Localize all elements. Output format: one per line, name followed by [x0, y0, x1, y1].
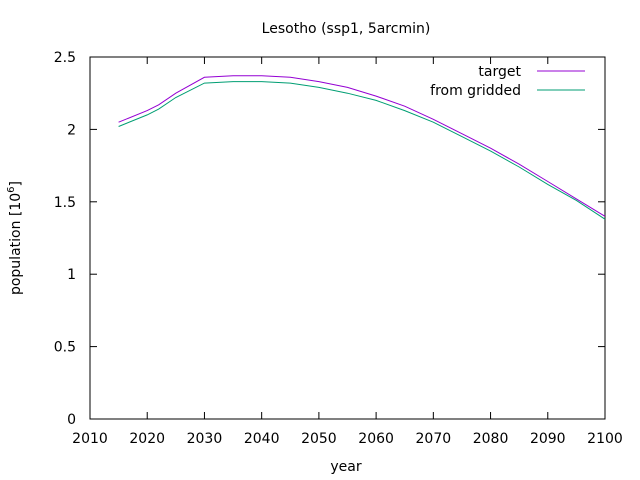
- x-tick-label: 2070: [416, 431, 452, 447]
- x-axis-label: year: [330, 459, 361, 475]
- plot-area: 2010 2020 2030 2040 2050 2060 2070 2080 2090 2100…: [54, 50, 623, 447]
- x-tick-label: 2080: [473, 431, 509, 447]
- series-line-1: [118, 75, 606, 217]
- x-tick-label: 2040: [244, 431, 280, 447]
- x-tick-label: 2090: [530, 431, 566, 447]
- y-tick-label: 1.5: [54, 195, 76, 211]
- y-tick-label: 2.5: [54, 50, 76, 66]
- y-axis-label-close: ]: [8, 181, 24, 186]
- x-tick-label: 2010: [72, 431, 108, 447]
- x-tick-label: 2030: [187, 431, 223, 447]
- y-tick-label: 0: [67, 412, 76, 428]
- legend-label-1: target: [478, 64, 521, 80]
- plot-frame: [89, 56, 606, 420]
- y-axis-label: population [106]: [6, 181, 24, 295]
- x-tick-label: 2050: [301, 431, 337, 447]
- x-tick-label: 2060: [358, 431, 394, 447]
- series-line-2: [118, 81, 606, 220]
- chart-title: Lesotho (ssp1, 5arcmin): [262, 21, 431, 37]
- y-axis-label-text: population [10: [8, 193, 24, 295]
- x-tick-label: 2100: [587, 431, 623, 447]
- x-tick-label: 2020: [129, 431, 165, 447]
- y-tick-label: 1: [67, 267, 76, 283]
- y-axis-label-exponent: 6: [6, 186, 17, 192]
- y-tick-label: 2: [67, 122, 76, 138]
- legend-label-2: from gridded: [430, 83, 521, 99]
- y-tick-label: 0.5: [54, 340, 76, 356]
